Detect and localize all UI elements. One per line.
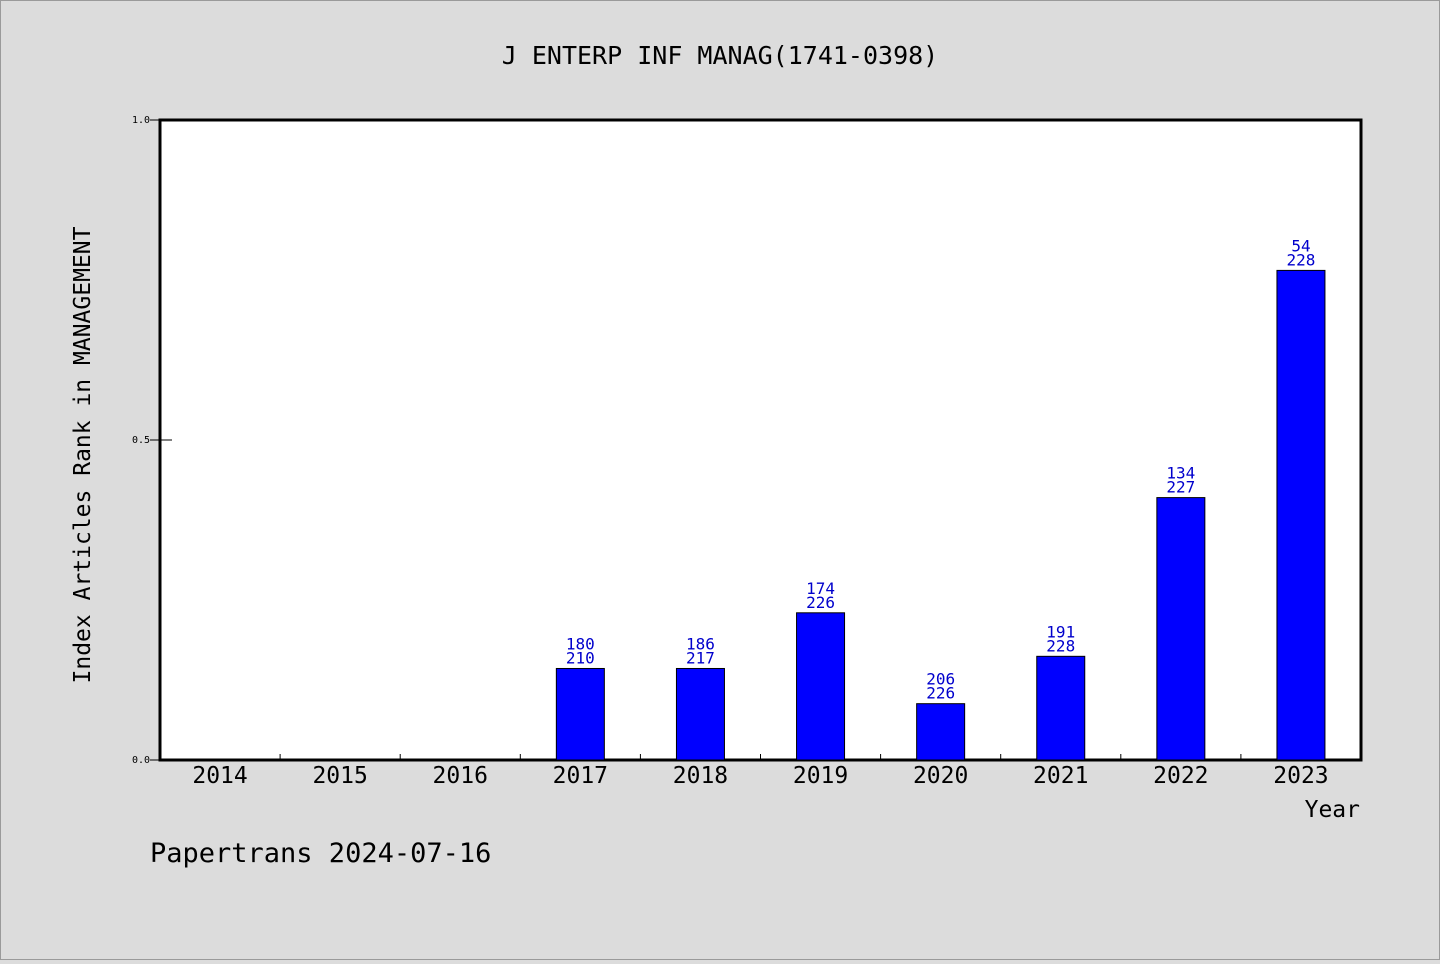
- bar: [555, 667, 605, 761]
- x-tick-label: 2021: [1033, 763, 1088, 789]
- y-tick-label: 0.5: [132, 435, 150, 446]
- x-tick-label: 2017: [553, 763, 608, 789]
- y-axis-ticks: 0.0 0.5 1.0: [132, 115, 172, 766]
- bars-group: [555, 269, 1326, 761]
- x-tick-label: 2023: [1273, 763, 1328, 789]
- bar-total-label: 227: [1166, 478, 1195, 497]
- bar-rank-label: 54: [1291, 236, 1310, 255]
- y-tick-label: 1.0: [132, 115, 150, 126]
- bar: [796, 612, 846, 761]
- x-tick-label: 2019: [793, 763, 848, 789]
- bar-total-label: 210: [566, 648, 595, 667]
- x-tick-label: 2015: [312, 763, 367, 789]
- y-tick-label: 0.0: [132, 755, 150, 766]
- bar: [675, 667, 725, 761]
- x-tick-label: 2022: [1153, 763, 1208, 789]
- bar-total-label: 228: [1046, 636, 1075, 655]
- x-axis-label: Year: [1305, 797, 1360, 823]
- bar-rank-label: 174: [806, 579, 835, 598]
- bar-rank-label: 134: [1166, 464, 1195, 483]
- bar: [1276, 269, 1326, 761]
- bar-rank-label: 191: [1046, 622, 1075, 641]
- x-axis-ticks: 2014 2015 2016 2017 2018 2019 2020 2021 2022 2023: [192, 754, 1329, 789]
- bar-labels-group: 1802101862171742262062261912281342275422…: [566, 236, 1316, 702]
- bar: [1156, 497, 1206, 761]
- bar-rank-label: 180: [566, 634, 595, 653]
- bar-total-label: 226: [926, 684, 955, 703]
- bar-rank-label: 206: [926, 670, 955, 689]
- x-tick-label: 2014: [192, 763, 247, 789]
- x-tick-label: 2020: [913, 763, 968, 789]
- bar: [1036, 655, 1086, 761]
- chart-title: J ENTERP INF MANAG(1741-0398): [502, 41, 939, 70]
- x-tick-label: 2016: [433, 763, 488, 789]
- footer-text: Papertrans 2024-07-16: [150, 838, 491, 869]
- x-tick-label: 2018: [673, 763, 728, 789]
- bar-total-label: 228: [1286, 250, 1315, 269]
- bar-total-label: 226: [806, 593, 835, 612]
- bar: [916, 703, 966, 761]
- bar-total-label: 217: [686, 648, 715, 667]
- bar-rank-label: 186: [686, 634, 715, 653]
- y-axis-label: Index Articles Rank in MANAGEMENT: [70, 226, 96, 683]
